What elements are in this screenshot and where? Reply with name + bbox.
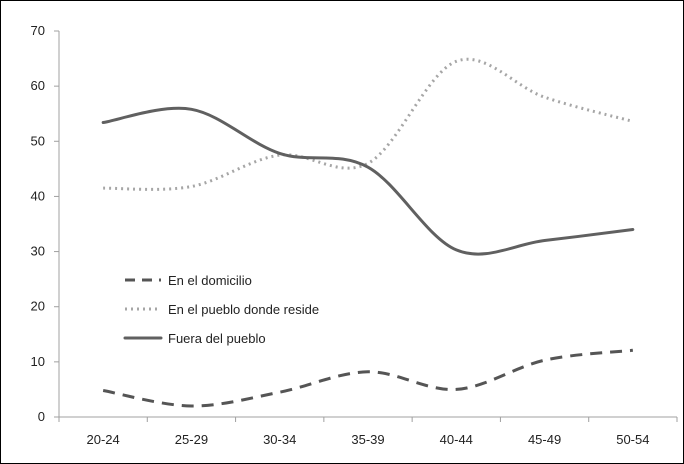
x-tick-label: 25-29 bbox=[175, 432, 208, 447]
x-tick-label: 20-24 bbox=[87, 432, 120, 447]
y-tick-label: 50 bbox=[31, 133, 45, 148]
legend-label-1: En el pueblo donde reside bbox=[168, 302, 319, 317]
legend-label-2: Fuera del pueblo bbox=[168, 331, 266, 346]
series-line-1 bbox=[103, 57, 634, 191]
y-tick-label: 30 bbox=[31, 244, 45, 259]
x-tick-label: 50-54 bbox=[616, 432, 649, 447]
x-tick-label: 35-39 bbox=[351, 432, 384, 447]
x-ticks: 20-24 25-29 30-34 35-39 40-44 45-49 50-54 bbox=[58, 417, 678, 447]
x-tick-label: 40-44 bbox=[440, 432, 473, 447]
y-tick-label: 10 bbox=[31, 354, 45, 369]
y-tick-label: 20 bbox=[31, 299, 45, 314]
x-tick-label: 45-49 bbox=[528, 432, 561, 447]
x-tick-label: 30-34 bbox=[263, 432, 296, 447]
y-tick-label: 60 bbox=[31, 78, 45, 93]
legend: En el domicilio En el pueblo donde reside… bbox=[123, 273, 319, 346]
legend-label-0: En el domicilio bbox=[168, 273, 252, 288]
series-line-0 bbox=[102, 348, 634, 408]
y-ticks: 0 10 20 30 40 50 60 70 bbox=[31, 23, 59, 424]
series-layer bbox=[101, 57, 635, 408]
y-tick-label: 0 bbox=[38, 409, 45, 424]
y-tick-label: 40 bbox=[31, 188, 45, 203]
series-line-2 bbox=[101, 106, 635, 256]
y-tick-label: 70 bbox=[31, 23, 45, 38]
